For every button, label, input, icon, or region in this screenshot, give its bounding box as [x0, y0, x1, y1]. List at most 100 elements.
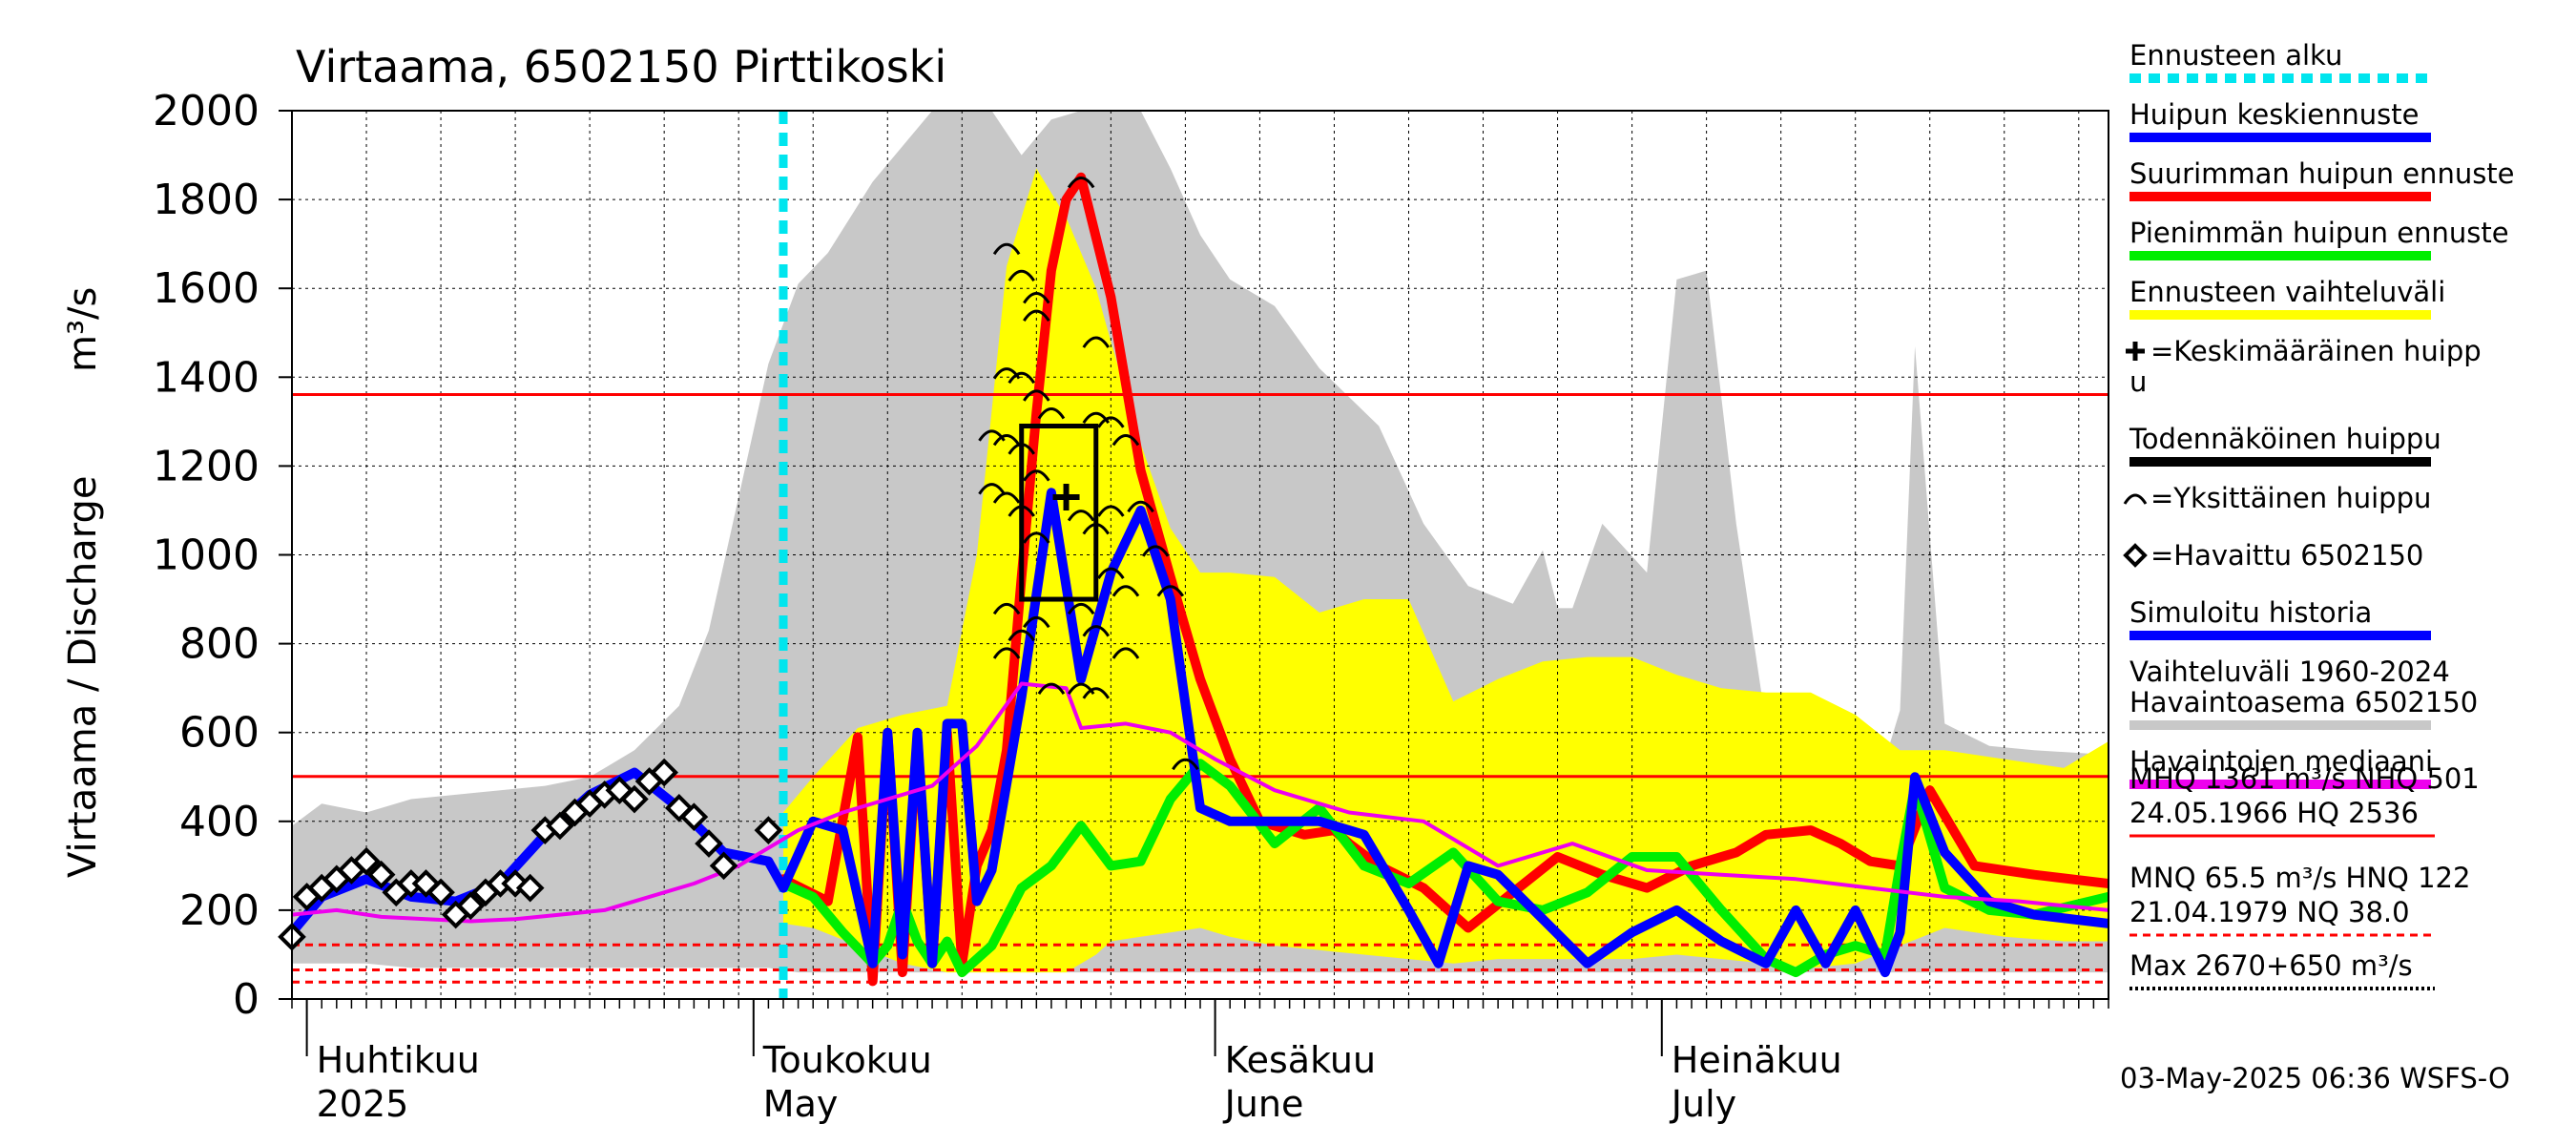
individual-peak-mark [1023, 292, 1050, 304]
forecast-range-band [783, 168, 2109, 973]
legend-label: Ennusteen vaihteluväli [2129, 276, 2445, 308]
observed-point [515, 873, 545, 903]
individual-peak-mark [1082, 687, 1111, 699]
observed-point [456, 891, 486, 921]
y-tick-label: 200 [179, 886, 260, 935]
legend-item-3: Pienimmän huipun ennuste [2129, 217, 2509, 260]
month-label-en: 2025 [317, 1083, 409, 1125]
month-label-en: June [1223, 1083, 1304, 1125]
individual-peak-mark [1067, 510, 1095, 522]
individual-peak-mark [1037, 682, 1066, 696]
month-label-en: May [763, 1083, 839, 1125]
y-tick-label: 1400 [153, 353, 260, 402]
legend-label: Huipun keskiennuste [2129, 98, 2420, 131]
individual-peak-mark [1111, 585, 1140, 597]
reference-lines [292, 111, 2109, 999]
markers-layer [278, 177, 1199, 951]
individual-peak-mark [1127, 500, 1154, 513]
month-label-en: July [1670, 1083, 1736, 1125]
individual-peak-mark [1067, 177, 1095, 189]
individual-peak-mark [992, 647, 1021, 659]
stats-line-4: 21.04.1979 NQ 38.0 [2129, 896, 2410, 928]
individual-peak-mark [1037, 407, 1066, 420]
observed-point [366, 860, 396, 889]
individual-peak-mark [1097, 416, 1125, 428]
month-label-fi: Kesäkuu [1225, 1039, 1377, 1081]
legend-item-9: Simuloitu historia [2129, 596, 2431, 640]
y-tick-label: 1600 [153, 264, 260, 313]
individual-peak-mark [1111, 647, 1140, 659]
legend-label-cont: u [2129, 365, 2147, 398]
individual-peak-mark [1097, 567, 1125, 579]
individual-peak-mark [1008, 629, 1035, 642]
mean-peak-forecast-line [763, 488, 2109, 978]
y-tick-label: 400 [179, 798, 260, 846]
stats-line-3: MNQ 65.5 m³/s HNQ 122 [2129, 862, 2470, 894]
individual-peak-mark [992, 367, 1021, 380]
y-tick-label: 1200 [153, 442, 260, 490]
individual-peak-mark [1067, 602, 1095, 615]
individual-peak-mark [1172, 758, 1199, 771]
legend-item-11: Havaintojen mediaani [2129, 745, 2433, 789]
observed-point [620, 784, 649, 814]
legend-item-0: Ennusteen alku [2129, 39, 2431, 83]
month-label-fi: Heinäkuu [1672, 1039, 1842, 1081]
legend-diamond-icon [2123, 543, 2148, 568]
observed-point [650, 758, 678, 787]
individual-peak-mark [1082, 336, 1111, 348]
legend-plus-icon [2126, 342, 2145, 361]
y-axis-unit: m³/s [61, 287, 105, 372]
legend-item-8: =Havaittu 6502150 [2123, 539, 2423, 572]
legend-item-6: Todennäköinen huippu [2129, 423, 2441, 467]
individual-peak-mark [992, 602, 1021, 615]
individual-peak-mark [1023, 615, 1050, 629]
observed-point [664, 794, 694, 822]
observed-point [546, 811, 574, 841]
y-tick-label: 1800 [153, 176, 260, 224]
observed-point [754, 816, 783, 844]
individual-peak-mark [1156, 585, 1185, 597]
individual-peak-mark [1023, 389, 1050, 402]
legend-label: =Keskimääräinen huipp [2150, 335, 2482, 367]
individual-peak-mark [992, 491, 1021, 504]
individual-peak-mark [1023, 531, 1050, 544]
individual-peak-mark [1008, 371, 1035, 385]
legend-arc-icon [2123, 493, 2148, 505]
legend-label: =Havaittu 6502150 [2150, 539, 2423, 572]
legend-label: Simuloitu historia [2129, 596, 2372, 629]
chart-title: Virtaama, 6502150 Pirttikoski [296, 41, 946, 93]
legend: Ennusteen alku Huipun keskiennuste Suurimm… [2123, 39, 2515, 789]
month-label-fi: Toukokuu [762, 1039, 932, 1081]
legend-label: Suurimman huipun ennuste [2129, 157, 2515, 190]
stats-line-1: MHQ 1361 m³/s NHQ 501 [2129, 762, 2480, 795]
y-tick-label: 600 [179, 709, 260, 758]
observed-point [352, 846, 381, 876]
individual-peak-mark [992, 433, 1021, 447]
stats-line-5: Max 2670+650 m³/s [2129, 949, 2413, 982]
legend-item-7: =Yksittäinen huippu [2123, 482, 2431, 514]
legend-item-10: Vaihteluväli 1960-2024 Havaintoasema 650… [2129, 656, 2478, 730]
axes: 0 200 400 600 800 1000 1200 1400 1600 1800 2000 Huh… [153, 87, 2109, 1125]
individual-peak-mark [1082, 625, 1111, 637]
mean-peak-plus [1052, 483, 1080, 510]
legend-item-4: Ennusteen vaihteluväli [2129, 276, 2445, 320]
legend-label: Ennusteen alku [2129, 39, 2342, 72]
observed-point [695, 829, 723, 858]
y-tick-label: 1000 [153, 531, 260, 580]
y-tick-label: 0 [233, 975, 260, 1024]
individual-peak-mark [1141, 545, 1170, 557]
individual-peak-mark [1111, 433, 1140, 447]
individual-peak-mark [1097, 505, 1125, 517]
legend-item-2: Suurimman huipun ennuste [2129, 157, 2515, 201]
legend-label: Havaintojen mediaani [2129, 745, 2433, 778]
individual-peak-mark [1023, 469, 1050, 482]
forecast-range-layer [783, 168, 2109, 973]
legend-label-cont: Havaintoasema 6502150 [2129, 686, 2478, 718]
legend-label: =Yksittäinen huippu [2150, 482, 2431, 514]
month-label-fi: Huhtikuu [317, 1039, 480, 1081]
observed-point [709, 851, 738, 881]
observed-point [426, 878, 455, 907]
stats-line-2: 24.05.1966 HQ 2536 [2129, 797, 2419, 829]
footer-timestamp: 03-May-2025 06:36 WSFS-O [2120, 1062, 2510, 1094]
